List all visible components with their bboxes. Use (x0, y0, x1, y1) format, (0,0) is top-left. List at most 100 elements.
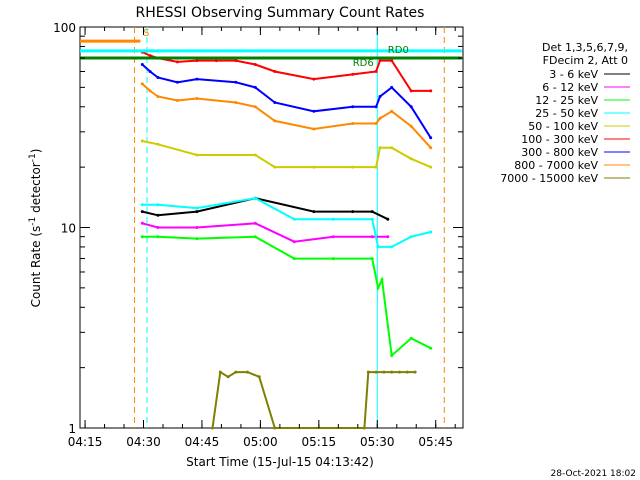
series-6-point-7 (273, 101, 277, 104)
series-7-point-7 (273, 119, 277, 123)
series-7-point-9 (351, 122, 355, 125)
series-6-point-3 (175, 80, 179, 84)
series-8-point-4 (246, 370, 249, 374)
series-4-point-10 (409, 157, 413, 161)
series-8-point-5 (257, 375, 261, 379)
series-6-point-10 (374, 105, 378, 109)
series-6-point-14 (429, 136, 433, 140)
series-7-point-0 (140, 82, 144, 86)
series-7-point-6 (253, 105, 257, 109)
series-8-point-0 (211, 426, 214, 430)
series-8-point-9 (374, 370, 378, 374)
series-4-point-4 (273, 165, 277, 169)
vertical-markers (134, 27, 445, 428)
legend-label-1: 6 - 12 keV (542, 81, 598, 94)
y-tick-label-1: 10 (61, 222, 76, 236)
series-7-point-10 (374, 122, 378, 125)
x-tick-label-6: 05:45 (418, 435, 453, 449)
legend-header-1: FDecim 2, Att 0 (543, 54, 628, 67)
series-4-point-5 (312, 165, 316, 169)
series-line-4 (142, 140, 432, 169)
series-3-point-10 (429, 230, 433, 234)
series-7-point-11 (378, 116, 382, 120)
series-4-point-7 (374, 165, 378, 169)
annotation-1: RD6 (353, 58, 374, 69)
series-6-point-12 (390, 85, 394, 89)
series-6-point-11 (378, 95, 382, 98)
series-5-point-10 (351, 72, 355, 76)
series-5-point-5 (214, 59, 218, 63)
series-2-point-1 (156, 235, 160, 239)
series-6-point-0 (140, 63, 144, 66)
series-5-point-1 (148, 54, 152, 58)
series-line-6 (141, 63, 432, 139)
series-4-point-1 (156, 142, 160, 146)
series-4-point-11 (429, 165, 433, 169)
series-7-point-2 (156, 95, 160, 98)
series-7-point-13 (409, 124, 413, 128)
series-0-point-6 (370, 210, 374, 214)
series-6-point-6 (253, 85, 257, 89)
x-tick-label-4: 05:15 (302, 435, 337, 449)
series-6-point-2 (156, 76, 160, 79)
series-5-point-6 (234, 59, 238, 63)
annotation-0: S (143, 28, 149, 39)
legend-header-0: Det 1,3,5,6,7,9, (542, 41, 628, 54)
series-6-point-8 (312, 109, 316, 113)
series-8-point-11 (390, 370, 394, 374)
legend-label-3: 25 - 50 keV (535, 107, 598, 120)
series-7-point-4 (195, 97, 199, 100)
series-2-point-11 (429, 346, 433, 350)
series-7-point-3 (175, 99, 179, 102)
series-4-point-2 (195, 153, 199, 157)
series-layer (140, 50, 433, 430)
series-1-point-2 (195, 226, 199, 229)
series-line-5 (141, 51, 431, 92)
series-4-point-3 (253, 153, 257, 157)
series-3-point-5 (331, 217, 335, 221)
series-8-point-2 (226, 375, 230, 379)
series-8-point-10 (382, 370, 386, 374)
y-tick-label-0: 1 (68, 422, 76, 436)
series-0-point-4 (312, 210, 316, 214)
x-axis-ticks: 04:15 04:30 04:45 05:00 05:15 05:30 05:45 (68, 27, 456, 449)
series-3-point-4 (292, 217, 296, 221)
legend: Det 1,3,5,6,7,9,FDecim 2, Att 03 - 6 keV… (500, 41, 630, 185)
legend-label-8: 7000 - 15000 keV (500, 172, 598, 185)
y-axis-ticks: 1 10 100 (53, 21, 463, 436)
series-6-point-5 (234, 80, 238, 84)
legend-label-4: 50 - 100 keV (528, 120, 598, 133)
annotations: S RD6 RD0 (143, 28, 409, 69)
series-4-point-0 (140, 139, 144, 143)
series-3-point-2 (195, 206, 199, 210)
series-3-point-7 (376, 245, 380, 249)
series-6-point-1 (148, 70, 152, 73)
series-1-point-4 (292, 240, 296, 244)
series-3-point-8 (390, 245, 394, 249)
series-5-point-9 (312, 77, 316, 81)
series-5-point-7 (253, 63, 257, 66)
y-tick-label-2: 100 (53, 21, 76, 35)
series-7-point-5 (234, 101, 238, 104)
series-line-0 (142, 197, 389, 221)
footer-timestamp: 28-Oct-2021 18:02 (551, 469, 636, 479)
series-6-point-9 (351, 105, 355, 109)
series-8-point-14 (413, 370, 417, 374)
series-3-point-0 (140, 203, 144, 207)
series-2-point-3 (253, 235, 257, 239)
series-5-point-15 (429, 89, 433, 93)
series-4-point-6 (351, 165, 355, 169)
x-tick-label-2: 04:45 (185, 435, 220, 449)
series-0-point-0 (140, 210, 144, 214)
series-8-point-3 (234, 370, 238, 374)
series-6-point-4 (195, 77, 199, 81)
series-6-point-13 (409, 105, 413, 109)
series-5-point-3 (175, 60, 179, 64)
series-2-point-4 (292, 257, 296, 261)
series-5-point-14 (409, 89, 413, 93)
series-5-point-13 (390, 59, 394, 63)
attenuator-state-lines (80, 39, 462, 60)
series-7-point-1 (148, 89, 152, 93)
